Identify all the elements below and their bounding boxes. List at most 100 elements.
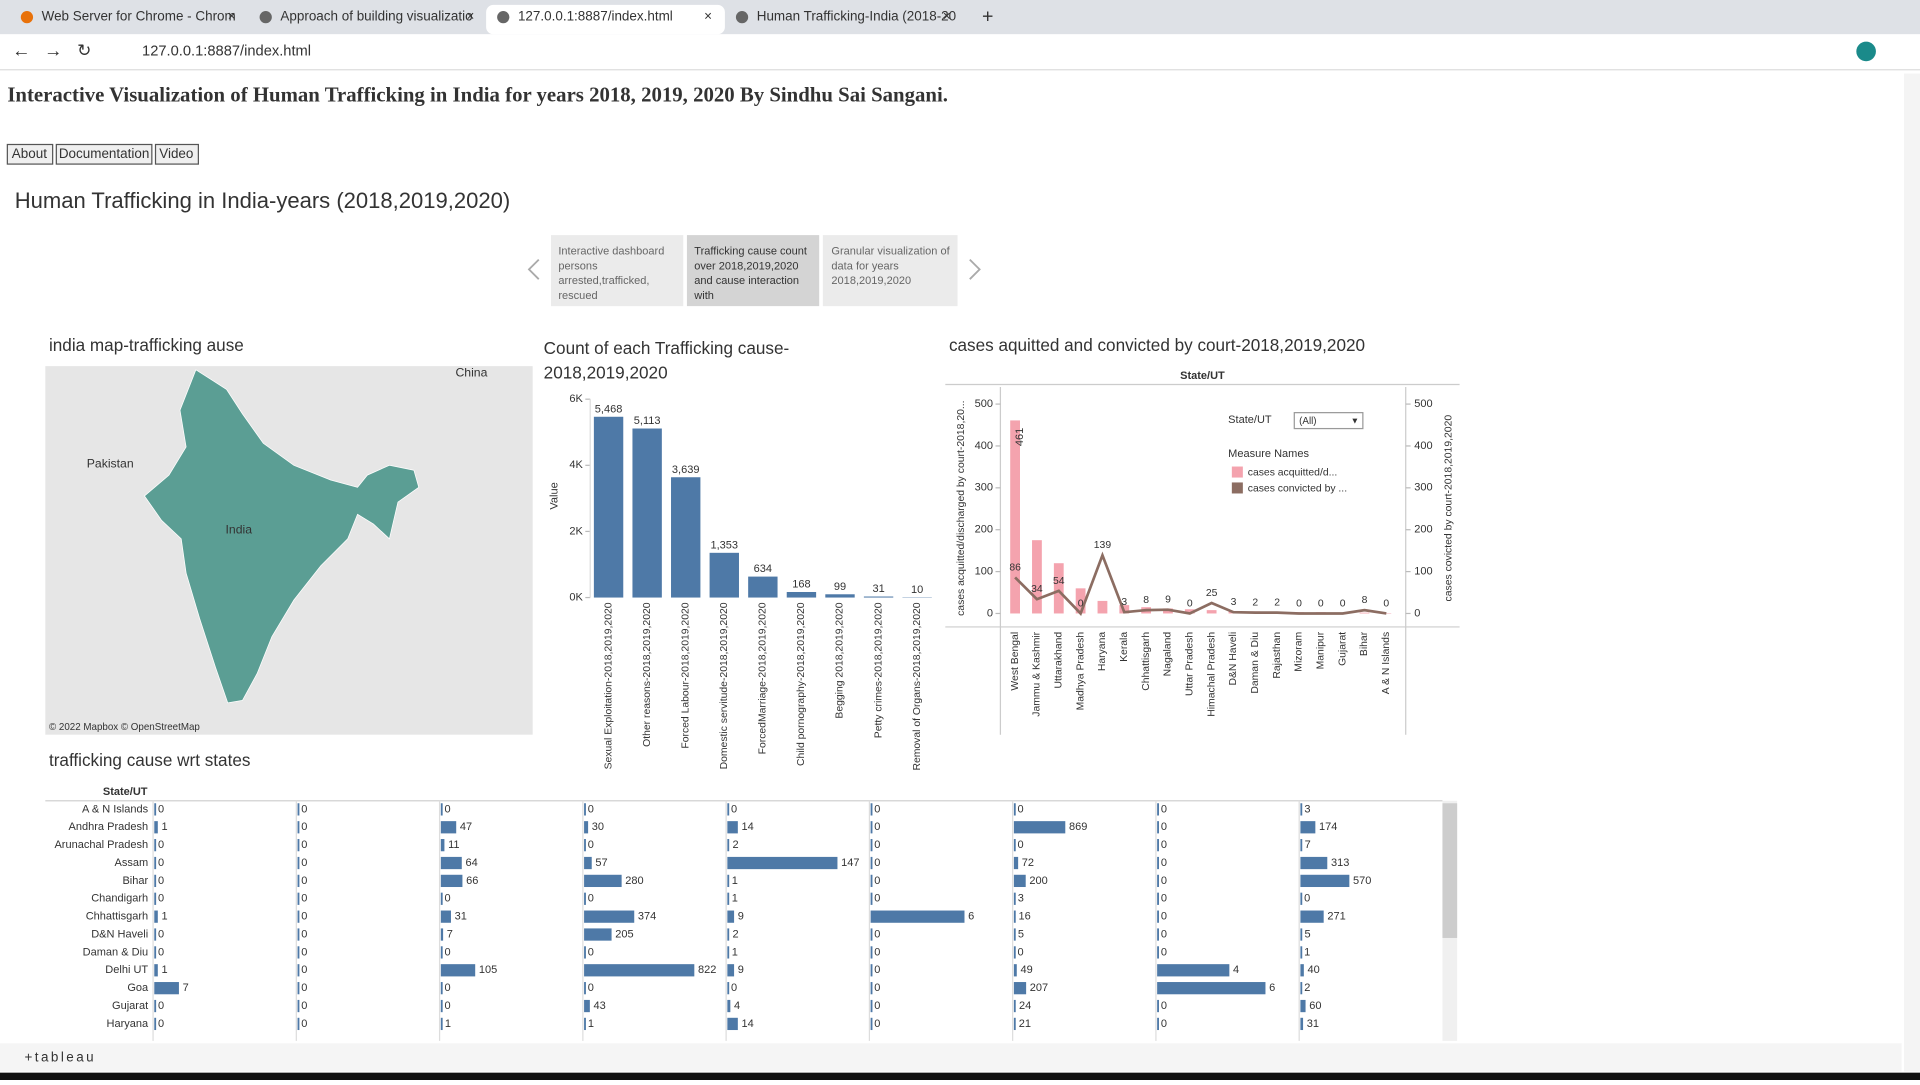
bar bbox=[441, 839, 445, 851]
value-label: 0 bbox=[301, 1018, 307, 1030]
reload-icon[interactable]: ↻ bbox=[77, 40, 91, 60]
value-label: 0 bbox=[874, 946, 880, 958]
value-label: 0 bbox=[731, 803, 737, 815]
value-label: 0 bbox=[158, 875, 164, 887]
bar bbox=[1300, 875, 1349, 887]
row-label: Haryana bbox=[107, 1018, 150, 1030]
value-label: 1 bbox=[732, 946, 738, 958]
tab-title[interactable]: Human Trafficking-India (2018-20 bbox=[757, 9, 956, 24]
value-label: 147 bbox=[841, 857, 859, 869]
bar bbox=[584, 964, 694, 976]
bar bbox=[1157, 982, 1265, 994]
y-tick-label: 100 bbox=[975, 565, 993, 577]
carousel-prev[interactable] bbox=[529, 260, 539, 280]
line bbox=[1015, 555, 1386, 613]
value-label: 1 bbox=[588, 1018, 594, 1030]
value-label: 7 bbox=[1305, 839, 1311, 851]
value-label: 47 bbox=[460, 821, 472, 833]
legend-entry: cases convicted by ... bbox=[1248, 483, 1347, 494]
value-label: 0 bbox=[1161, 1000, 1167, 1012]
value-label: 0 bbox=[301, 946, 307, 958]
point-label: 25 bbox=[1206, 588, 1218, 599]
bar bbox=[632, 429, 661, 598]
page-heading: Interactive Visualization of Human Traff… bbox=[7, 83, 948, 107]
url[interactable]: 127.0.0.1:8887/index.html bbox=[142, 43, 311, 59]
bar bbox=[1157, 839, 1159, 851]
value-label: 99 bbox=[834, 581, 846, 593]
x-tick-label: West Bengal bbox=[1010, 632, 1021, 691]
legend-swatch bbox=[1232, 482, 1243, 493]
chart-title: cases aquitted and convicted by court-20… bbox=[949, 335, 1365, 355]
y-tick-label: 300 bbox=[975, 482, 993, 494]
value-label: 461 bbox=[1014, 428, 1026, 446]
tab-title[interactable]: Web Server for Chrome - Chrom bbox=[42, 9, 236, 24]
tab-close[interactable]: × bbox=[704, 9, 712, 24]
bar bbox=[1157, 893, 1159, 905]
bar bbox=[871, 893, 873, 905]
bar bbox=[298, 946, 300, 958]
x-tick-label: Rajasthan bbox=[1272, 632, 1283, 679]
bar bbox=[441, 964, 475, 976]
value-label: 280 bbox=[625, 875, 643, 887]
profile[interactable] bbox=[1856, 42, 1876, 62]
tab-close[interactable]: × bbox=[943, 9, 951, 24]
value-label: 0 bbox=[1018, 946, 1024, 958]
bar bbox=[154, 1000, 156, 1012]
bar bbox=[584, 803, 586, 815]
value-label: 0 bbox=[301, 839, 307, 851]
new-tab[interactable]: + bbox=[982, 5, 993, 27]
value-label: 21 bbox=[1019, 1018, 1031, 1030]
x-tick-label: Domestic servitude-2018,2019,2020 bbox=[719, 602, 730, 769]
tab-title[interactable]: 127.0.0.1:8887/index.html bbox=[518, 9, 673, 24]
back-icon[interactable]: ← bbox=[12, 39, 30, 60]
page-scrollbar[interactable] bbox=[1904, 73, 1920, 1071]
value-label: 0 bbox=[301, 982, 307, 994]
value-label: 105 bbox=[479, 964, 497, 976]
value-label: 0 bbox=[874, 928, 880, 940]
bar bbox=[871, 946, 873, 958]
value-label: 0 bbox=[444, 946, 450, 958]
value-label: 0 bbox=[1161, 946, 1167, 958]
y2-tick-label: 100 bbox=[1414, 565, 1432, 577]
button-label[interactable]: Video bbox=[159, 146, 193, 161]
bar bbox=[1300, 928, 1302, 940]
bar bbox=[727, 821, 737, 833]
value-label: 0 bbox=[301, 875, 307, 887]
tab-close[interactable]: × bbox=[467, 9, 475, 24]
y-tick-label: 0 bbox=[987, 607, 993, 619]
tab-title[interactable]: Approach of building visualizatio bbox=[280, 9, 472, 24]
value-label: 60 bbox=[1309, 1000, 1321, 1012]
bar bbox=[298, 821, 300, 833]
table-scroll-thumb[interactable] bbox=[1442, 803, 1457, 938]
bar bbox=[1010, 420, 1020, 613]
row-label: Gujarat bbox=[112, 1000, 148, 1012]
bar bbox=[727, 964, 734, 976]
point-label: 9 bbox=[1165, 595, 1171, 606]
y-tick-label: 4K bbox=[569, 459, 583, 471]
value-label: 0 bbox=[1161, 928, 1167, 940]
bar bbox=[154, 821, 158, 833]
bar bbox=[1300, 839, 1302, 851]
button-label[interactable]: About bbox=[12, 146, 47, 161]
value-label: 9 bbox=[738, 911, 744, 923]
value-label: 5,113 bbox=[634, 415, 661, 427]
bar bbox=[1157, 911, 1159, 923]
bar bbox=[864, 597, 893, 598]
x-tick-label: A & N Islands bbox=[1381, 632, 1392, 694]
point-label: 0 bbox=[1187, 598, 1193, 609]
tableau-footer bbox=[0, 1043, 1902, 1071]
value-label: 72 bbox=[1022, 857, 1034, 869]
bar bbox=[871, 821, 873, 833]
filter-value[interactable]: (All) bbox=[1299, 416, 1316, 427]
tab-favicon bbox=[736, 11, 748, 23]
carousel-next[interactable] bbox=[970, 260, 980, 280]
forward-icon[interactable]: → bbox=[44, 39, 62, 60]
value-label: 43 bbox=[594, 1000, 606, 1012]
value-label: 0 bbox=[1161, 803, 1167, 815]
tab-close[interactable]: × bbox=[228, 9, 236, 24]
button-label[interactable]: Documentation bbox=[59, 146, 150, 161]
point-label: 3 bbox=[1121, 597, 1127, 608]
map-title: india map-trafficking ause bbox=[49, 335, 244, 355]
value-label: 0 bbox=[301, 911, 307, 923]
bar bbox=[1157, 821, 1159, 833]
